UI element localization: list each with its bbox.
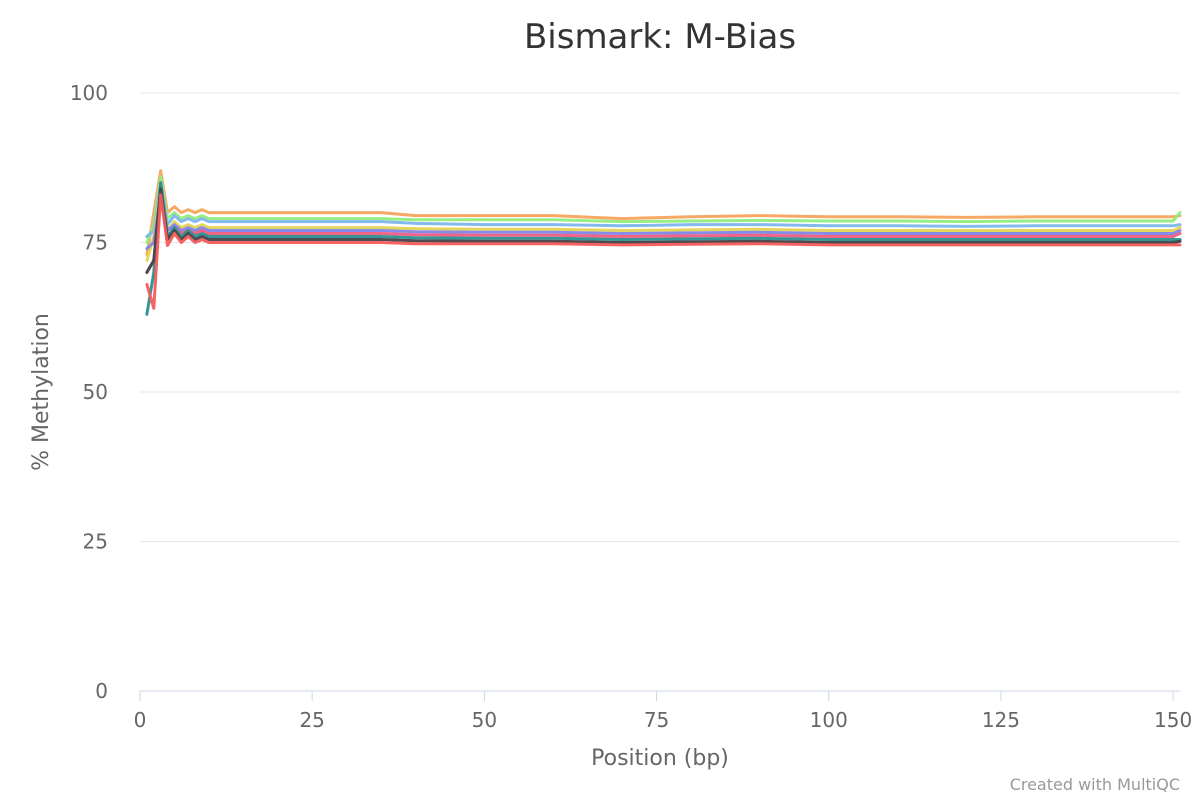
gridlines [140, 92, 1180, 542]
x-axis-title: Position (bp) [591, 746, 729, 771]
y-tick-label: 25 [83, 530, 108, 554]
chart-title: Bismark: M-Bias [524, 17, 796, 57]
x-tick-label: 25 [299, 708, 324, 732]
y-tick-label: 50 [83, 380, 108, 404]
series-line-8[interactable] [145, 187, 1182, 274]
series-line-5[interactable] [145, 193, 1182, 250]
series-line-4[interactable] [145, 187, 1182, 262]
y-tick-label: 75 [83, 231, 108, 255]
credits-text[interactable]: Created with MultiQC [1010, 775, 1180, 794]
y-axis-title: % Methylation [29, 313, 54, 471]
series-line-1[interactable] [145, 169, 1182, 256]
x-tick-label: 0 [134, 708, 147, 732]
x-tick-label: 75 [644, 708, 669, 732]
x-tick-label: 125 [982, 708, 1020, 732]
x-tick-label: 50 [472, 708, 497, 732]
axes: 0 25 50 75 100 0 25 50 75 100 125 150 [70, 81, 1192, 732]
series-line-3[interactable] [145, 181, 1182, 238]
series-lines [145, 169, 1182, 316]
x-tick-label: 150 [1154, 708, 1192, 732]
x-tick-label: 100 [810, 708, 848, 732]
y-tick-label: 100 [70, 81, 108, 105]
y-tick-label: 0 [95, 679, 108, 703]
series-line-9[interactable] [145, 193, 1182, 310]
series-line-2[interactable] [145, 175, 1182, 244]
series-line-7[interactable] [145, 181, 1182, 316]
